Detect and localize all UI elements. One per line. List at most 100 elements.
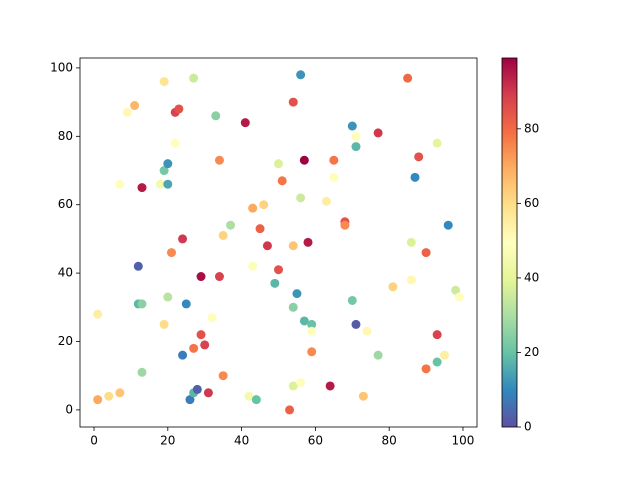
colorbar-tick-label: 60 xyxy=(524,196,539,210)
point xyxy=(288,381,298,391)
point xyxy=(373,350,383,360)
y-tick-label: 40 xyxy=(58,266,73,280)
point xyxy=(218,230,228,240)
point xyxy=(178,350,188,360)
point xyxy=(421,248,431,258)
point xyxy=(259,200,269,210)
point xyxy=(196,330,206,340)
point xyxy=(218,371,228,381)
point xyxy=(189,73,199,83)
point xyxy=(329,155,339,165)
colorbar xyxy=(501,57,518,428)
point xyxy=(443,220,453,230)
point xyxy=(203,388,213,398)
y-tick-label: 80 xyxy=(58,129,73,143)
point xyxy=(288,302,298,312)
point xyxy=(174,104,184,114)
point xyxy=(285,405,295,415)
point xyxy=(244,391,254,401)
point xyxy=(155,179,165,189)
point xyxy=(362,326,372,336)
point xyxy=(373,128,383,138)
point xyxy=(307,347,317,357)
point xyxy=(178,234,188,244)
point xyxy=(255,224,265,234)
point xyxy=(432,330,442,340)
point xyxy=(159,319,169,329)
point xyxy=(299,155,309,165)
point xyxy=(421,364,431,374)
point xyxy=(432,357,442,367)
x-tick-label: 80 xyxy=(382,434,397,448)
point xyxy=(251,395,261,405)
plot-frame xyxy=(79,57,478,428)
point xyxy=(340,220,350,230)
point xyxy=(93,309,103,319)
point xyxy=(347,295,357,305)
y-tick-label: 20 xyxy=(58,334,73,348)
point xyxy=(321,196,331,206)
point xyxy=(133,261,143,271)
point xyxy=(207,313,217,323)
point xyxy=(189,343,199,353)
point xyxy=(292,289,302,299)
x-tick-label: 0 xyxy=(90,434,98,448)
point xyxy=(351,142,361,152)
point xyxy=(303,237,313,247)
point xyxy=(406,275,416,285)
colorbar-tick-label: 0 xyxy=(524,420,532,434)
point xyxy=(270,278,280,288)
point xyxy=(351,319,361,329)
point xyxy=(226,220,236,230)
point xyxy=(214,272,224,282)
point xyxy=(115,179,125,189)
point xyxy=(432,138,442,148)
point xyxy=(211,111,221,121)
point xyxy=(130,101,140,111)
point xyxy=(410,172,420,182)
point xyxy=(296,378,306,388)
colorbar-tick-label: 20 xyxy=(524,345,539,359)
point xyxy=(329,172,339,182)
point xyxy=(159,166,169,176)
point xyxy=(167,248,177,258)
point xyxy=(325,381,335,391)
point xyxy=(137,299,147,309)
point xyxy=(288,97,298,107)
point xyxy=(248,203,258,213)
point xyxy=(403,73,413,83)
point xyxy=(358,391,368,401)
point xyxy=(137,183,147,193)
point xyxy=(115,388,125,398)
x-tick-label: 100 xyxy=(452,434,475,448)
point xyxy=(299,316,309,326)
point xyxy=(440,350,450,360)
point xyxy=(296,70,306,80)
point xyxy=(296,193,306,203)
y-tick-label: 100 xyxy=(50,60,73,74)
point xyxy=(93,395,103,405)
x-tick-label: 20 xyxy=(160,434,175,448)
point xyxy=(122,107,132,117)
point xyxy=(388,282,398,292)
point xyxy=(170,138,180,148)
point xyxy=(307,326,317,336)
point xyxy=(196,272,206,282)
point xyxy=(274,265,283,275)
x-tick-label: 60 xyxy=(308,434,323,448)
colorbar-tick-label: 80 xyxy=(524,121,539,135)
point xyxy=(159,77,169,87)
point xyxy=(192,384,202,394)
y-tick-label: 60 xyxy=(58,197,73,211)
point xyxy=(181,299,191,309)
point xyxy=(274,159,283,169)
point xyxy=(347,121,357,131)
point xyxy=(451,285,461,295)
x-tick-label: 40 xyxy=(234,434,249,448)
point xyxy=(137,367,147,377)
point xyxy=(163,292,173,302)
point xyxy=(406,237,416,247)
colorbar-tick-label: 40 xyxy=(524,270,539,284)
point xyxy=(248,261,258,271)
